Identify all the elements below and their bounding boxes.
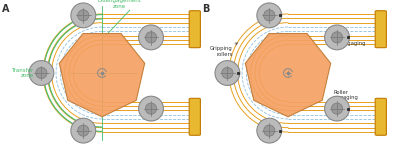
Text: Transfer
zone: Transfer zone [11,68,33,78]
Text: Disengagement
zone: Disengagement zone [98,0,142,9]
Text: Roller
disengaging: Roller disengaging [333,30,366,46]
Polygon shape [59,34,145,117]
Text: Gripping
rollers: Gripping rollers [210,43,238,57]
Ellipse shape [264,125,275,136]
Polygon shape [245,34,331,117]
Ellipse shape [29,61,54,85]
Ellipse shape [78,125,89,136]
FancyBboxPatch shape [189,98,200,135]
Ellipse shape [71,118,96,143]
Ellipse shape [257,3,282,28]
Ellipse shape [78,10,89,21]
Text: A: A [2,4,10,14]
Ellipse shape [146,103,157,114]
Ellipse shape [264,10,275,21]
FancyBboxPatch shape [375,11,386,48]
FancyBboxPatch shape [375,98,386,135]
Ellipse shape [139,25,164,50]
Ellipse shape [139,96,164,121]
Ellipse shape [222,67,233,79]
Ellipse shape [71,3,96,28]
Ellipse shape [146,32,157,43]
Ellipse shape [215,61,240,85]
Ellipse shape [332,32,343,43]
FancyBboxPatch shape [189,11,200,48]
Ellipse shape [325,25,350,50]
Text: Roller
engaging: Roller engaging [333,89,358,103]
Ellipse shape [36,67,47,79]
Ellipse shape [325,96,350,121]
Text: B: B [202,4,209,14]
Ellipse shape [257,118,282,143]
Ellipse shape [332,103,343,114]
